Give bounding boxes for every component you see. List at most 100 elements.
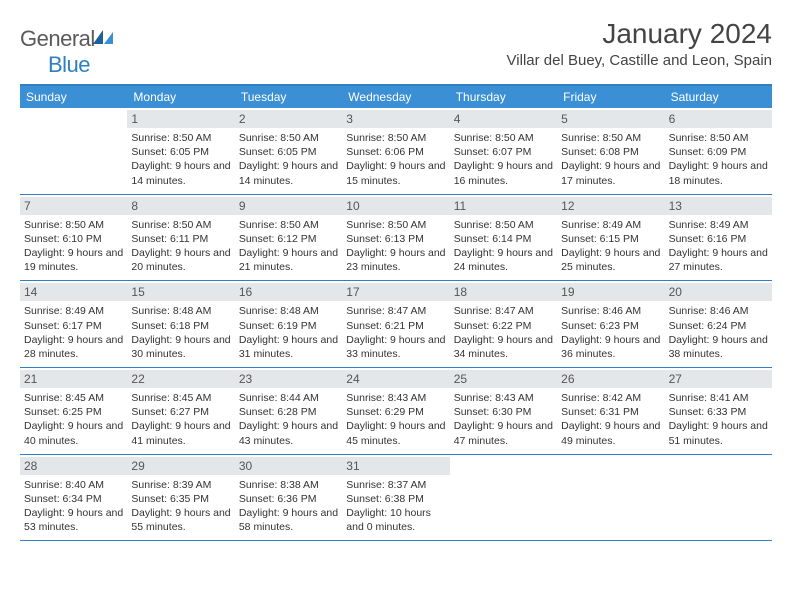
day-info: Sunrise: 8:49 AMSunset: 6:17 PMDaylight:… [24,304,123,361]
day-info: Sunrise: 8:45 AMSunset: 6:27 PMDaylight:… [131,391,230,448]
day-number: 27 [665,370,772,388]
day-number: 4 [450,110,557,128]
daylight: Daylight: 9 hours and 40 minutes. [24,419,123,447]
day-cell: 23Sunrise: 8:44 AMSunset: 6:28 PMDayligh… [235,368,342,454]
sunrise: Sunrise: 8:39 AM [131,478,230,492]
daylight: Daylight: 9 hours and 24 minutes. [454,246,553,274]
sunrise: Sunrise: 8:42 AM [561,391,660,405]
sunset: Sunset: 6:24 PM [669,319,768,333]
sunrise: Sunrise: 8:50 AM [24,218,123,232]
week-row: 28Sunrise: 8:40 AMSunset: 6:34 PMDayligh… [20,455,772,542]
daylight: Daylight: 9 hours and 15 minutes. [346,159,445,187]
sunset: Sunset: 6:30 PM [454,405,553,419]
day-number: 20 [665,283,772,301]
logo-text-blue: Blue [48,52,90,77]
day-cell: 21Sunrise: 8:45 AMSunset: 6:25 PMDayligh… [20,368,127,454]
day-info: Sunrise: 8:49 AMSunset: 6:15 PMDaylight:… [561,218,660,275]
day-cell [20,108,127,194]
sunrise: Sunrise: 8:37 AM [346,478,445,492]
week-row: 21Sunrise: 8:45 AMSunset: 6:25 PMDayligh… [20,368,772,455]
sunset: Sunset: 6:10 PM [24,232,123,246]
sunrise: Sunrise: 8:49 AM [669,218,768,232]
day-info: Sunrise: 8:49 AMSunset: 6:16 PMDaylight:… [669,218,768,275]
day-cell: 12Sunrise: 8:49 AMSunset: 6:15 PMDayligh… [557,195,664,281]
day-number: 7 [20,197,127,215]
sunrise: Sunrise: 8:50 AM [561,131,660,145]
logo-text-general: General [20,26,95,51]
sunrise: Sunrise: 8:47 AM [346,304,445,318]
daylight: Daylight: 9 hours and 27 minutes. [669,246,768,274]
day-cell: 4Sunrise: 8:50 AMSunset: 6:07 PMDaylight… [450,108,557,194]
daylight: Daylight: 9 hours and 19 minutes. [24,246,123,274]
sunset: Sunset: 6:27 PM [131,405,230,419]
sunrise: Sunrise: 8:50 AM [454,218,553,232]
day-number: 11 [450,197,557,215]
sunset: Sunset: 6:35 PM [131,492,230,506]
day-number: 29 [127,457,234,475]
daylight: Daylight: 9 hours and 34 minutes. [454,333,553,361]
sunrise: Sunrise: 8:46 AM [669,304,768,318]
month-title: January 2024 [507,18,772,50]
sunset: Sunset: 6:16 PM [669,232,768,246]
sunset: Sunset: 6:33 PM [669,405,768,419]
daylight: Daylight: 9 hours and 18 minutes. [669,159,768,187]
day-cell: 16Sunrise: 8:48 AMSunset: 6:19 PMDayligh… [235,281,342,367]
daylight: Daylight: 9 hours and 43 minutes. [239,419,338,447]
sunset: Sunset: 6:38 PM [346,492,445,506]
dow-thursday: Thursday [450,86,557,108]
daylight: Daylight: 9 hours and 30 minutes. [131,333,230,361]
day-cell: 22 Sunrise: 8:45 AMSunset: 6:27 PMDayligh… [127,368,234,454]
daylight: Daylight: 9 hours and 14 minutes. [131,159,230,187]
day-number: 10 [342,197,449,215]
day-number: 19 [557,283,664,301]
day-number: 2 [235,110,342,128]
day-cell: 5Sunrise: 8:50 AMSunset: 6:08 PMDaylight… [557,108,664,194]
day-info: Sunrise: 8:46 AMSunset: 6:24 PMDaylight:… [669,304,768,361]
day-info: Sunrise: 8:50 AMSunset: 6:10 PMDaylight:… [24,218,123,275]
daylight: Daylight: 9 hours and 23 minutes. [346,246,445,274]
daylight: Daylight: 9 hours and 38 minutes. [669,333,768,361]
day-info: Sunrise: 8:50 AMSunset: 6:05 PMDaylight:… [239,131,338,188]
sunset: Sunset: 6:36 PM [239,492,338,506]
sunset: Sunset: 6:08 PM [561,145,660,159]
day-number: 23 [235,370,342,388]
day-number: 1 [127,110,234,128]
day-cell: 28Sunrise: 8:40 AMSunset: 6:34 PMDayligh… [20,455,127,541]
day-info: Sunrise: 8:50 AMSunset: 6:09 PMDaylight:… [669,131,768,188]
sunset: Sunset: 6:14 PM [454,232,553,246]
sunset: Sunset: 6:19 PM [239,319,338,333]
sunrise: Sunrise: 8:41 AM [669,391,768,405]
dow-wednesday: Wednesday [342,86,449,108]
day-cell: 9Sunrise: 8:50 AMSunset: 6:12 PMDaylight… [235,195,342,281]
day-cell: 11 Sunrise: 8:50 AMSunset: 6:14 PMDayligh… [450,195,557,281]
day-cell: 25Sunrise: 8:43 AMSunset: 6:30 PMDayligh… [450,368,557,454]
sunset: Sunset: 6:25 PM [24,405,123,419]
dow-sunday: Sunday [20,86,127,108]
sunrise: Sunrise: 8:43 AM [346,391,445,405]
sunset: Sunset: 6:12 PM [239,232,338,246]
daylight: Daylight: 9 hours and 14 minutes. [239,159,338,187]
sunrise: Sunrise: 8:50 AM [669,131,768,145]
sunset: Sunset: 6:11 PM [131,232,230,246]
day-number: 22 [127,370,234,388]
day-number: 8 [127,197,234,215]
daylight: Daylight: 9 hours and 51 minutes. [669,419,768,447]
sunrise: Sunrise: 8:50 AM [454,131,553,145]
day-info: Sunrise: 8:39 AMSunset: 6:35 PMDaylight:… [131,478,230,535]
day-cell: 3Sunrise: 8:50 AMSunset: 6:06 PMDaylight… [342,108,449,194]
sunset: Sunset: 6:05 PM [239,145,338,159]
day-info: Sunrise: 8:50 AMSunset: 6:08 PMDaylight:… [561,131,660,188]
daylight: Daylight: 9 hours and 53 minutes. [24,506,123,534]
sunset: Sunset: 6:05 PM [131,145,230,159]
day-number: 15 [127,283,234,301]
daylight: Daylight: 9 hours and 45 minutes. [346,419,445,447]
day-info: Sunrise: 8:48 AMSunset: 6:19 PMDaylight:… [239,304,338,361]
day-number: 21 [20,370,127,388]
daylight: Daylight: 9 hours and 47 minutes. [454,419,553,447]
day-info: Sunrise: 8:47 AMSunset: 6:22 PMDaylight:… [454,304,553,361]
day-number: 9 [235,197,342,215]
logo: General Blue [20,26,115,78]
day-info: Sunrise: 8:50 AMSunset: 6:11 PMDaylight:… [131,218,230,275]
day-number: 14 [20,283,127,301]
day-info: Sunrise: 8:37 AMSunset: 6:38 PMDaylight:… [346,478,445,535]
